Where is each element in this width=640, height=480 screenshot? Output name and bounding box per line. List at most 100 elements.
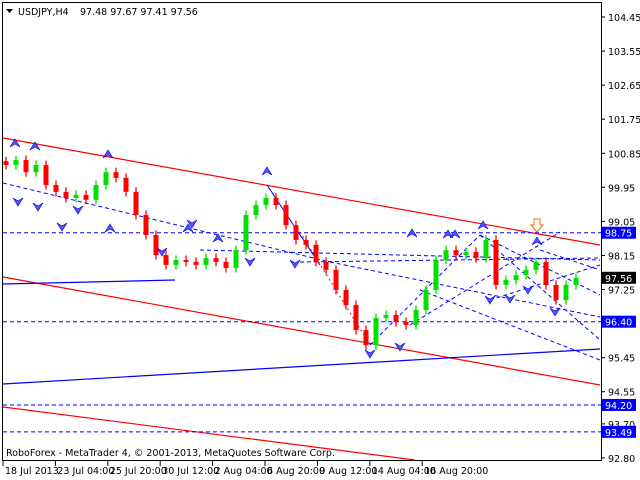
fractal-down-arrow-icon	[156, 247, 168, 257]
candle[interactable]	[73, 190, 79, 203]
candle[interactable]	[133, 187, 139, 220]
candle[interactable]	[193, 257, 199, 270]
candle[interactable]	[453, 245, 459, 260]
candle[interactable]	[263, 193, 269, 210]
candle[interactable]	[333, 265, 339, 295]
candle[interactable]	[423, 285, 429, 315]
fractal-down-arrow-icon	[364, 349, 376, 359]
candle[interactable]	[433, 255, 439, 295]
candle[interactable]	[493, 235, 499, 290]
channel-bottom-line[interactable]	[2, 406, 416, 461]
level-price-tag	[602, 425, 636, 438]
y-tick-label: 100.85	[608, 149, 640, 160]
candle[interactable]	[203, 253, 209, 270]
candle[interactable]	[143, 210, 149, 240]
fractal-down-arrow-icon	[289, 259, 301, 269]
fractal-down-arrow-icon	[504, 294, 516, 304]
candle[interactable]	[23, 155, 29, 177]
fractal-up-arrow-icon	[104, 223, 116, 233]
candle[interactable]	[383, 310, 389, 323]
candle[interactable]	[503, 275, 509, 290]
channel-upper-line[interactable]	[2, 137, 601, 246]
candle[interactable]	[3, 156, 9, 170]
fractal-markers	[9, 138, 561, 359]
y-tick-label: 99.95	[608, 183, 635, 194]
candle[interactable]	[63, 187, 69, 203]
candle[interactable]	[513, 270, 519, 285]
fractal-down-arrow-icon	[522, 285, 534, 295]
price-axis[interactable]: 104.45 103.55 102.65 101.75 100.85 99.95 99.05…	[601, 13, 640, 465]
candle[interactable]	[223, 257, 229, 273]
x-tick-label: 16 Aug 20:00	[424, 466, 488, 477]
candle[interactable]	[573, 273, 579, 290]
candle[interactable]	[163, 250, 169, 270]
candle[interactable]	[233, 245, 239, 273]
ohlc-label: 97.48 97.67 97.41 97.56	[80, 7, 198, 18]
candle[interactable]	[33, 160, 39, 177]
candle[interactable]	[443, 245, 449, 265]
candle[interactable]	[313, 240, 319, 267]
level-price-tag	[602, 226, 636, 239]
fractal-up-arrow-icon	[477, 220, 489, 230]
candle[interactable]	[403, 317, 409, 330]
y-tick-label: 104.45	[608, 13, 640, 24]
current-price-tag	[602, 271, 636, 284]
fractal-up-arrow-icon	[406, 228, 418, 238]
candle[interactable]	[213, 253, 219, 267]
candle[interactable]	[173, 255, 179, 270]
candle[interactable]	[183, 255, 189, 267]
candle[interactable]	[553, 280, 559, 305]
candle[interactable]	[303, 235, 309, 250]
y-tick-label: 93.70	[608, 420, 635, 431]
candle[interactable]	[253, 200, 259, 220]
level-price-tag	[602, 315, 636, 328]
candle[interactable]	[273, 193, 279, 210]
fractal-up-arrow-icon	[531, 236, 543, 246]
candle[interactable]	[293, 220, 299, 245]
candle[interactable]	[353, 300, 359, 335]
triangle-down-icon[interactable]	[6, 9, 13, 13]
fractal-up-arrow-icon	[261, 166, 273, 176]
candle[interactable]	[53, 180, 59, 197]
candle[interactable]	[463, 247, 469, 260]
candle[interactable]	[323, 257, 329, 275]
y-tick-label: 99.05	[608, 217, 635, 228]
channel-lower-line[interactable]	[2, 276, 601, 386]
candle[interactable]	[373, 313, 379, 350]
candle[interactable]	[153, 230, 159, 260]
candle[interactable]	[523, 265, 529, 280]
fractal-up-arrow-icon	[29, 141, 41, 151]
x-tick-label: 23 Jul 04:00	[57, 466, 114, 477]
candle[interactable]	[343, 285, 349, 310]
candle[interactable]	[563, 280, 569, 305]
candle[interactable]	[533, 257, 539, 275]
candle[interactable]	[13, 155, 19, 170]
candle[interactable]	[413, 305, 419, 330]
x-tick-label: 9 Aug 12:00	[319, 466, 377, 477]
candle[interactable]	[243, 210, 249, 255]
candle[interactable]	[43, 160, 49, 190]
fractal-down-arrow-icon	[186, 219, 198, 229]
candle[interactable]	[393, 310, 399, 327]
fractal-down-arrow-icon	[56, 222, 68, 232]
y-tick-label: 92.80	[608, 454, 635, 465]
candle[interactable]	[473, 247, 479, 263]
candle[interactable]	[483, 235, 489, 263]
y-tick-label: 94.55	[608, 388, 635, 399]
candle[interactable]	[83, 190, 89, 205]
candle[interactable]	[543, 257, 549, 290]
support-line-2[interactable]	[2, 348, 601, 385]
x-tick-label: 2 Aug 04:00	[215, 466, 273, 477]
candle[interactable]	[113, 167, 119, 183]
y-tick-label: 98.15	[608, 251, 635, 262]
candle[interactable]	[93, 180, 99, 205]
candle[interactable]	[283, 200, 289, 230]
support-line-1[interactable]	[2, 279, 176, 285]
symbol-label: USDJPY,H4	[18, 7, 69, 18]
candle[interactable]	[363, 325, 369, 350]
candle[interactable]	[123, 173, 129, 197]
candle[interactable]	[103, 167, 109, 190]
